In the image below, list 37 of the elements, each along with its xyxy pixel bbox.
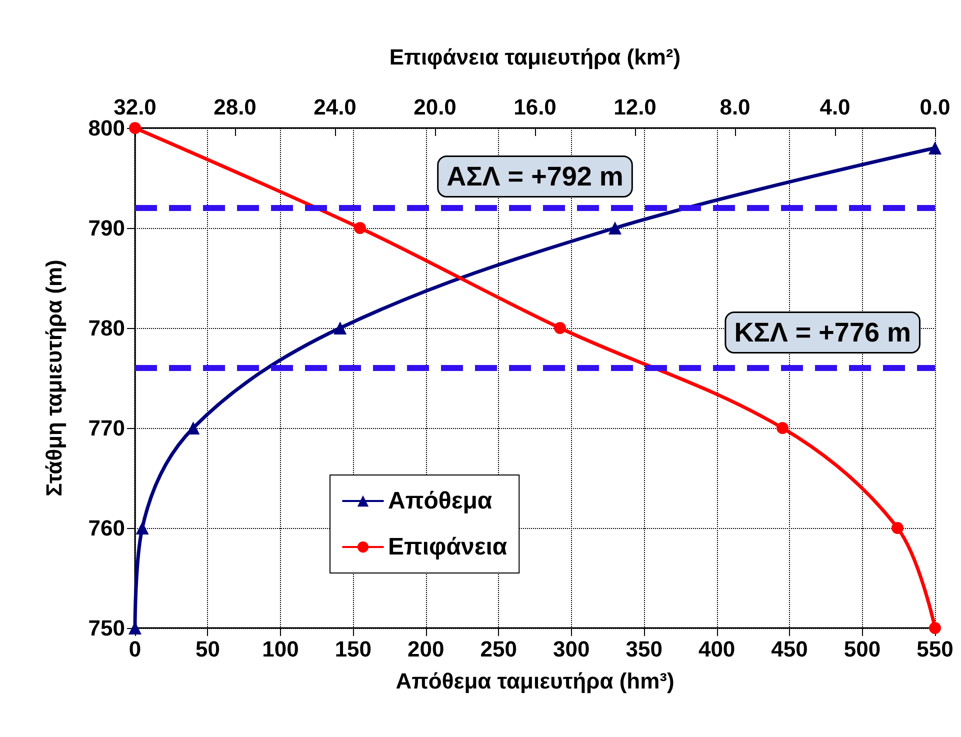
x-tick-label: 550 [916,636,954,662]
point [608,222,622,234]
x-tick-label: 200 [408,636,444,662]
ref-line-label: ΑΣΛ = +792 m [446,162,624,192]
y-tick-label: 750 [88,616,125,640]
x2-tick-label: 20.0 [414,94,456,120]
y-tick-label: 770 [88,416,125,440]
y-tick-label: 780 [88,316,125,340]
x-tick-label: 350 [626,636,662,662]
x2-tick-label: 4.0 [820,94,850,120]
x-tick-label: 300 [553,636,590,662]
x-tick-label: 250 [480,636,517,662]
x2-tick-label: 24.0 [314,94,356,120]
x-axis-title: Απόθεμα ταμιευτήρα (hm³) [396,668,674,694]
x2-tick-label: 28.0 [214,94,256,120]
legend-label: Απόθεμα [388,488,492,514]
x-tick-label: 0 [128,636,142,662]
x-tick-label: 450 [771,636,808,662]
point [186,422,200,434]
y-tick-label: 760 [88,516,125,540]
y-tick-label: 790 [88,216,125,240]
x2-tick-label: 16.0 [514,94,556,120]
x2-tick-label: 0.0 [920,94,950,120]
y-axis-title: Στάθμη ταμιευτήρα (m) [42,260,66,496]
point [136,522,149,534]
ref-line-label: ΚΣΛ = +776 m [734,318,911,348]
legend-label: Επιφάνεια [388,534,508,560]
x-tick-label: 500 [844,636,881,662]
x-tick-label: 150 [334,636,372,662]
x-tick-label: 50 [195,636,220,662]
x-tick-label: 400 [698,636,736,662]
x2-tick-label: 8.0 [720,94,750,120]
point [334,322,347,334]
x2-axis-title: Επιφάνεια ταμιευτήρα (km²) [389,44,681,70]
point [928,142,942,154]
x-tick-label: 100 [262,636,299,662]
x2-tick-label: 12.0 [614,94,656,120]
